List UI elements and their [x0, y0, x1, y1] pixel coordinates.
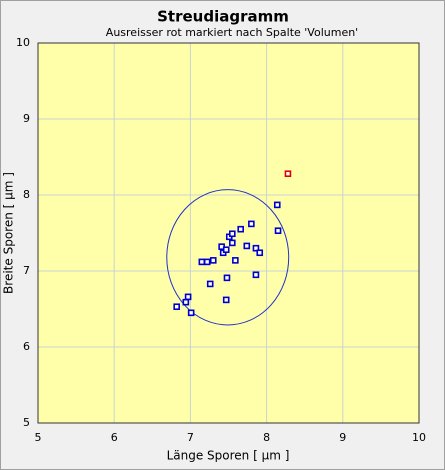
point — [248, 220, 255, 228]
point — [182, 298, 190, 306]
y-tick-label: 10 — [16, 36, 30, 49]
point — [223, 274, 231, 282]
point — [203, 258, 211, 266]
y-tick-label: 7 — [23, 264, 30, 277]
point — [232, 257, 239, 264]
point — [206, 280, 214, 288]
point — [274, 227, 282, 235]
y-tick-label: 5 — [23, 416, 30, 429]
point — [252, 244, 260, 252]
x-tick-label: 8 — [263, 431, 270, 444]
x-tick-label: 10 — [412, 431, 426, 444]
x-axis-label: Länge Sporen [ µm ] — [167, 449, 290, 463]
x-tick-label: 5 — [35, 431, 42, 444]
point — [222, 246, 230, 254]
point — [222, 296, 230, 304]
chart-subtitle: Ausreisser rot markiert nach Spalte 'Vol… — [106, 26, 358, 39]
x-tick-label: 7 — [187, 431, 194, 444]
point — [284, 170, 292, 178]
point — [229, 239, 236, 247]
point — [184, 293, 192, 301]
point — [187, 309, 195, 317]
plot-area — [38, 43, 419, 423]
point — [237, 225, 244, 233]
point — [243, 242, 251, 250]
point — [256, 249, 264, 257]
chart-title: Streudiagramm — [157, 8, 289, 26]
point — [273, 201, 281, 209]
y-tick-label: 9 — [23, 112, 30, 125]
y-tick-label: 8 — [23, 188, 30, 201]
point — [252, 271, 260, 279]
point — [209, 257, 217, 264]
y-axis-label: Breite Sporen [ µm ] — [2, 172, 16, 294]
confidence-ellipse — [166, 189, 290, 326]
x-tick-label: 9 — [339, 431, 346, 444]
point — [173, 303, 180, 311]
y-tick-label: 6 — [23, 340, 30, 353]
point — [198, 258, 206, 266]
point — [229, 230, 236, 238]
plot-border — [37, 42, 420, 424]
x-tick-label: 6 — [111, 431, 118, 444]
